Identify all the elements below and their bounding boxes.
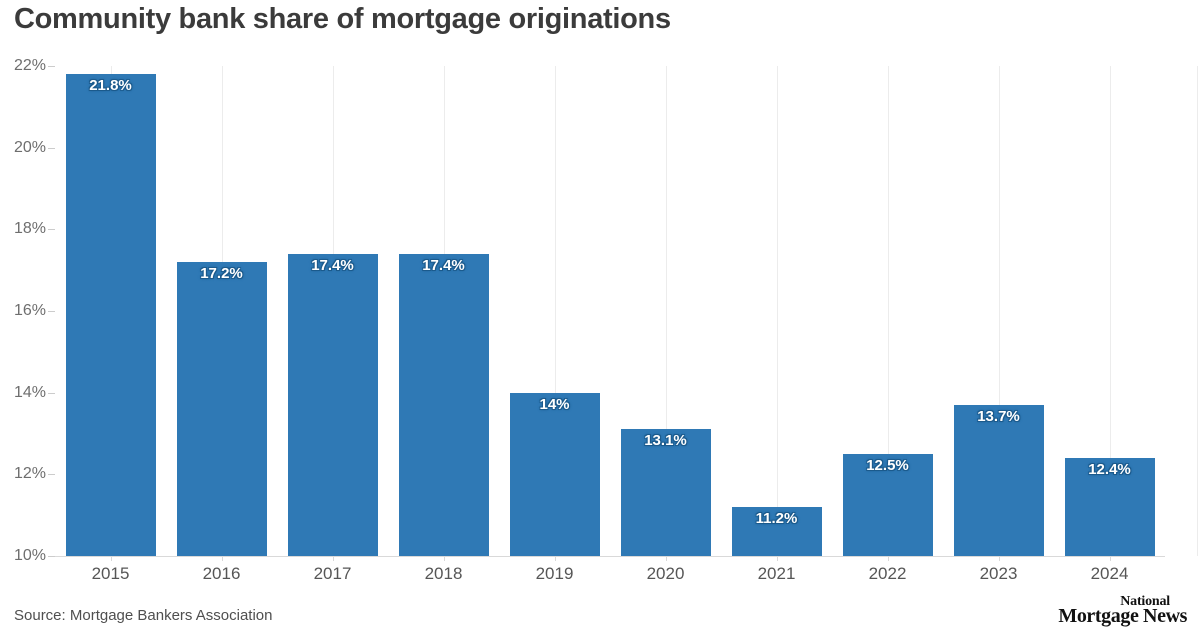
bar-2020	[620, 429, 711, 556]
bar-2018	[398, 253, 489, 556]
x-axis-tick	[1109, 556, 1111, 561]
bar-2016	[176, 262, 267, 556]
x-axis-tick	[887, 556, 889, 561]
bar-2019	[509, 392, 600, 556]
gridline	[998, 66, 1000, 556]
gridline	[776, 66, 778, 556]
source-note: Source: Mortgage Bankers Association	[14, 607, 273, 624]
x-axis-tick	[554, 556, 556, 561]
bar-value-label-2015: 21.8%	[89, 77, 132, 95]
x-axis-tick	[443, 556, 445, 561]
x-axis-label-2021: 2021	[757, 564, 796, 583]
bar-2021	[731, 507, 822, 556]
x-axis-label-2016: 2016	[202, 564, 241, 583]
logo-line-mortgage-news: Mortgage News	[1058, 605, 1187, 627]
logo-line-national: National	[1120, 594, 1170, 609]
x-axis-label-2024: 2024	[1090, 564, 1129, 583]
x-axis-label-2022: 2022	[868, 564, 907, 583]
gridline	[1109, 66, 1111, 556]
bar-value-label-2023: 13.7%	[977, 407, 1020, 425]
y-axis-tick	[48, 229, 55, 231]
x-axis-label-2018: 2018	[424, 564, 463, 583]
x-axis-label-2017: 2017	[313, 564, 352, 583]
bar-2022	[842, 453, 933, 556]
bar-value-label-2018: 17.4%	[422, 256, 465, 274]
bar-value-label-2022: 12.5%	[866, 456, 909, 474]
y-axis-tick	[48, 556, 55, 557]
national-mortgage-news-logo: National Mortgage News	[1058, 594, 1187, 627]
gridline	[665, 66, 667, 556]
plot-right-border	[1197, 66, 1198, 556]
x-axis-label-2020: 2020	[646, 564, 685, 583]
x-axis-tick	[110, 556, 112, 561]
bar-value-label-2019: 14%	[539, 395, 570, 413]
y-axis-label: 16%	[13, 302, 46, 319]
gridline	[887, 66, 889, 556]
bar-2017	[287, 253, 378, 556]
y-axis-tick	[48, 474, 55, 476]
x-axis-label-2023: 2023	[979, 564, 1018, 583]
bar-2024	[1064, 458, 1155, 556]
y-axis-label: 22%	[13, 57, 46, 74]
bar-value-label-2017: 17.4%	[311, 256, 354, 274]
y-axis-label: 18%	[13, 220, 46, 238]
y-axis-label: 14%	[13, 383, 46, 401]
chart-title: Community bank share of mortgage origina…	[14, 3, 671, 35]
bar-2015	[65, 74, 156, 556]
x-axis-label-2019: 2019	[535, 564, 574, 583]
bar-value-label-2021: 11.2%	[755, 510, 798, 527]
x-axis-tick	[332, 556, 334, 561]
gridline	[554, 66, 556, 556]
bar-2023	[953, 404, 1044, 556]
x-axis-tick	[776, 556, 778, 561]
y-axis-label: 10%	[13, 547, 46, 564]
y-axis-label: 20%	[13, 138, 46, 156]
y-axis-tick	[48, 311, 55, 312]
bar-value-label-2024: 12.4%	[1088, 461, 1131, 478]
x-axis-tick	[221, 556, 223, 561]
y-axis-tick	[48, 392, 55, 394]
x-axis-line	[55, 556, 1165, 557]
x-axis-tick	[665, 556, 667, 561]
y-axis-tick	[48, 147, 55, 149]
bar-value-label-2020: 13.1%	[644, 432, 687, 450]
y-axis-label: 12%	[13, 465, 46, 483]
x-axis-tick	[998, 556, 1000, 561]
x-axis-label-2015: 2015	[91, 564, 130, 583]
y-axis-tick	[48, 66, 55, 67]
bar-value-label-2016: 17.2%	[200, 265, 243, 282]
